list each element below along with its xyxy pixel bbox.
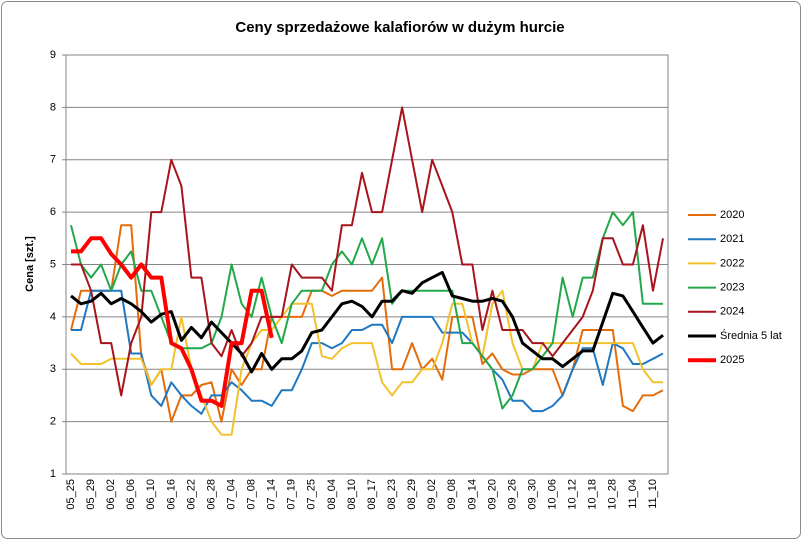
series-line [71, 106, 664, 397]
y-tick-label: 2 [50, 416, 56, 428]
x-tick-label: 07_25 [306, 479, 318, 510]
y-tick-label: 8 [50, 101, 56, 113]
series-line [70, 270, 664, 374]
x-tick-label: 06_28 [205, 479, 217, 510]
x-tick-label: 09_08 [446, 479, 458, 510]
x-tick-label: 08_04 [326, 479, 338, 510]
x-tick-label: 09_02 [426, 479, 438, 510]
x-tick-label: 10_06 [547, 479, 559, 510]
y-axis-title: Cena [szt.] [24, 236, 36, 292]
x-tick-label: 08_10 [346, 479, 358, 510]
x-tick-label: 09_20 [486, 479, 498, 510]
x-tick-label: 11_10 [647, 479, 659, 509]
x-tick-label: 05_29 [85, 479, 97, 510]
legend-label: 2021 [720, 233, 744, 245]
x-tick-label: 09_30 [526, 479, 538, 510]
y-tick-label: 5 [50, 258, 56, 270]
legend-label: 2025 [720, 354, 744, 366]
y-tick-label: 7 [50, 154, 56, 166]
x-tick-label: 07_08 [246, 479, 258, 510]
x-tick-label: 10_28 [607, 479, 619, 510]
x-tick-label: 06_10 [145, 479, 157, 510]
series-line [71, 289, 664, 415]
legend-label: 2022 [720, 257, 744, 269]
x-tick-label: 06_02 [105, 479, 117, 510]
x-tick-label: 06_16 [165, 479, 177, 510]
x-tick-label: 08_17 [366, 479, 378, 510]
y-tick-label: 3 [50, 363, 56, 375]
chart-title: Ceny sprzedażowe kalafiorów w dużym hurc… [235, 19, 564, 36]
y-tick-label: 9 [50, 49, 56, 61]
x-tick-label: 08_29 [406, 479, 418, 510]
x-tick-label: 10_12 [567, 479, 579, 510]
x-tick-label: 07_19 [286, 479, 298, 510]
x-tick-label: 11_04 [627, 479, 639, 509]
series-line [71, 236, 274, 408]
x-tick-label: 09_14 [466, 479, 478, 510]
legend-label: 2020 [720, 209, 744, 221]
x-tick-label: 05_25 [65, 479, 77, 510]
x-tick-label: 06_06 [125, 479, 137, 510]
y-tick-label: 1 [50, 468, 56, 480]
y-tick-label: 4 [50, 311, 56, 323]
x-tick-label: 09_26 [506, 479, 518, 510]
y-tick-label: 6 [50, 206, 56, 218]
legend-label: Średnia 5 lat [720, 329, 782, 342]
x-tick-label: 08_23 [386, 479, 398, 510]
x-tick-label: 07_14 [266, 479, 278, 510]
x-tick-label: 07_04 [225, 479, 237, 510]
series-line [70, 289, 663, 436]
legend-label: 2024 [720, 306, 744, 318]
legend-label: 2023 [720, 282, 744, 294]
x-tick-label: 10_18 [587, 479, 599, 510]
x-tick-label: 06_22 [185, 479, 197, 510]
